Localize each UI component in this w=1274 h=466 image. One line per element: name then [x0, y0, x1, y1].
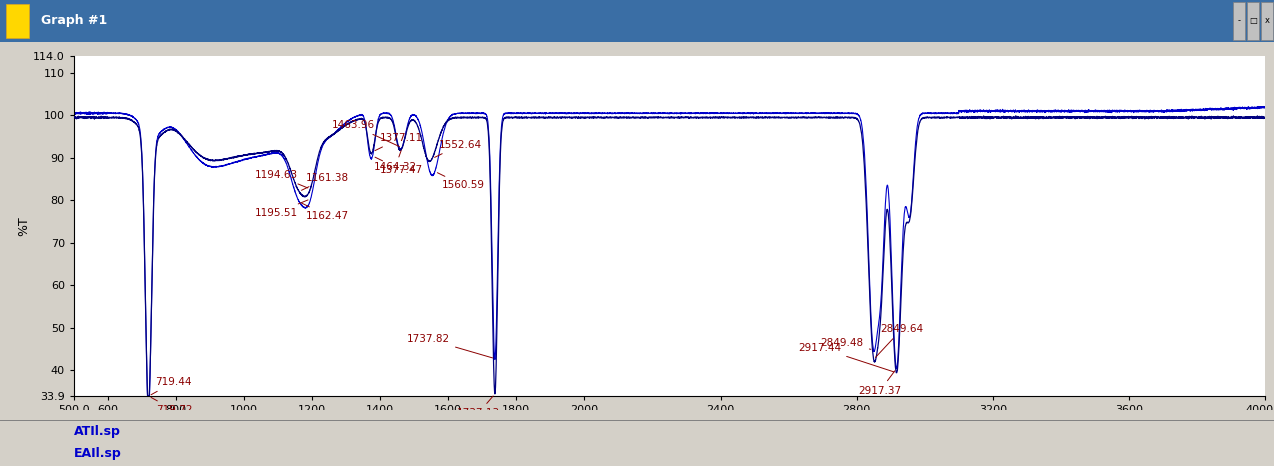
Text: EAIl.sp: EAIl.sp — [74, 447, 121, 460]
Text: 1552.64: 1552.64 — [434, 140, 483, 158]
Bar — [1233, 2, 1245, 40]
Text: 1737.82: 1737.82 — [406, 334, 493, 358]
Text: 1194.63: 1194.63 — [255, 170, 308, 188]
Text: 1377.11: 1377.11 — [375, 133, 423, 151]
Text: 719.44: 719.44 — [152, 377, 192, 395]
Text: ATIl.sp: ATIl.sp — [74, 425, 121, 438]
Text: x: x — [1265, 16, 1269, 26]
Text: 1162.47: 1162.47 — [302, 203, 349, 221]
Text: Graph #1: Graph #1 — [41, 14, 107, 27]
Bar — [6, 4, 29, 38]
Text: □: □ — [1249, 16, 1257, 26]
Text: 1463.96: 1463.96 — [331, 121, 400, 146]
Bar — [1261, 2, 1273, 40]
Text: -: - — [1237, 16, 1241, 26]
X-axis label: cm-1: cm-1 — [654, 421, 685, 434]
Text: 1195.51: 1195.51 — [255, 200, 308, 218]
Text: 1737.13: 1737.13 — [456, 396, 499, 418]
Text: 2849.64: 2849.64 — [875, 324, 924, 357]
Text: 2849.48: 2849.48 — [820, 338, 871, 350]
Y-axis label: %T: %T — [18, 216, 31, 236]
Text: 2917.44: 2917.44 — [799, 343, 894, 372]
Text: 719.72: 719.72 — [152, 397, 192, 415]
Bar — [1247, 2, 1259, 40]
Text: 1560.59: 1560.59 — [437, 173, 485, 190]
Text: 1464.32: 1464.32 — [373, 151, 417, 172]
Text: 2917.37: 2917.37 — [859, 370, 902, 396]
Text: 1377.47: 1377.47 — [375, 157, 423, 175]
Text: 1161.38: 1161.38 — [302, 172, 349, 190]
